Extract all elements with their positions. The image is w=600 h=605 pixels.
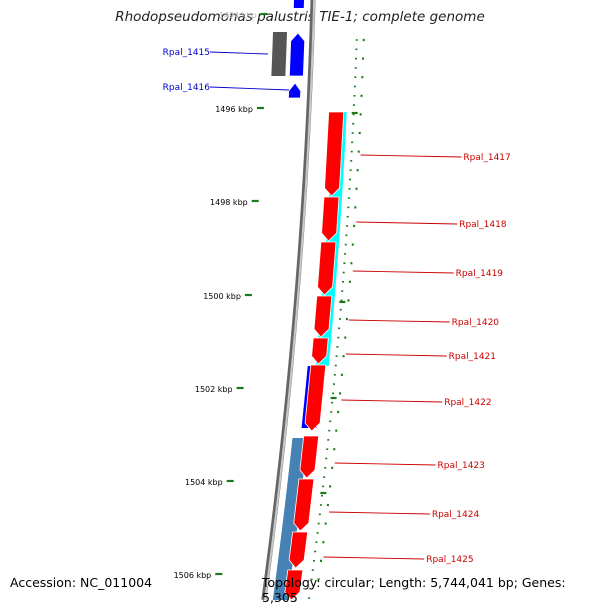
reverse-cds: [293, 478, 315, 532]
gene-callout-right: [323, 556, 425, 560]
gene-callout-left: [209, 86, 290, 91]
gene-callout-right: [348, 319, 450, 323]
gene-label-right: Rpal_1425: [426, 555, 473, 565]
reverse-cds: [299, 435, 320, 479]
scale-label: 1506 kbp: [174, 571, 212, 580]
gene-label-right: Rpal_1418: [459, 220, 507, 230]
gene-label-right: Rpal_1423: [438, 461, 485, 471]
forward-cds-rpal-1415: [288, 32, 306, 77]
genome-backbone: [261, 0, 316, 600]
reverse-cds: [288, 531, 309, 569]
reverse-cds: [304, 364, 327, 432]
gene-label-right: Rpal_1424: [432, 510, 480, 520]
reverse-cds: [324, 111, 345, 197]
accession-label: Accession: NC_011004: [10, 575, 153, 590]
gene-callout-left: [209, 51, 269, 55]
gene-callout-right: [352, 270, 454, 274]
forward-cds-rpal-1416: [287, 82, 302, 99]
gene-label-right: Rpal_1420: [452, 318, 500, 328]
reverse-cds: [284, 569, 304, 600]
scale-label: 1494 kbp: [219, 11, 257, 20]
reverse-cds: [317, 241, 337, 296]
forward-cds-top: [293, 0, 304, 8]
scale-label: 1502 kbp: [195, 385, 233, 394]
gene-callout-right: [356, 221, 458, 225]
dark-gray-cds: [271, 32, 288, 76]
gene-callout-right: [334, 462, 436, 466]
scale-label: 1500 kbp: [203, 292, 241, 301]
gene-label-right: Rpal_1419: [456, 269, 504, 279]
page-title: Rhodopseudomonas palustris TIE-1; comple…: [115, 9, 485, 25]
scale-label: 1496 kbp: [215, 105, 253, 114]
genome-summary-label: Topology: circular; Length: 5,744,041 bp…: [262, 575, 566, 605]
reverse-cds: [321, 196, 340, 242]
steel-blue-feature: [272, 438, 308, 600]
gene-callout-right: [329, 511, 430, 515]
gene-callout-right: [341, 399, 443, 403]
gene-label-right: Rpal_1421: [449, 352, 496, 362]
gene-label-left: Rpal_1416: [163, 83, 211, 93]
gene-label-right: Rpal_1422: [444, 398, 491, 408]
scale-label: 1504 kbp: [185, 478, 223, 487]
gene-label-right: Rpal_1417: [463, 153, 510, 163]
genome-backbone-highlight: [264, 0, 316, 600]
gene-label-left: Rpal_1415: [163, 48, 210, 58]
scale-label: 1498 kbp: [210, 198, 248, 207]
gene-callout-right: [360, 154, 462, 158]
reverse-cds: [311, 337, 329, 365]
reverse-cds: [313, 295, 333, 338]
gene-callout-right: [345, 353, 447, 357]
